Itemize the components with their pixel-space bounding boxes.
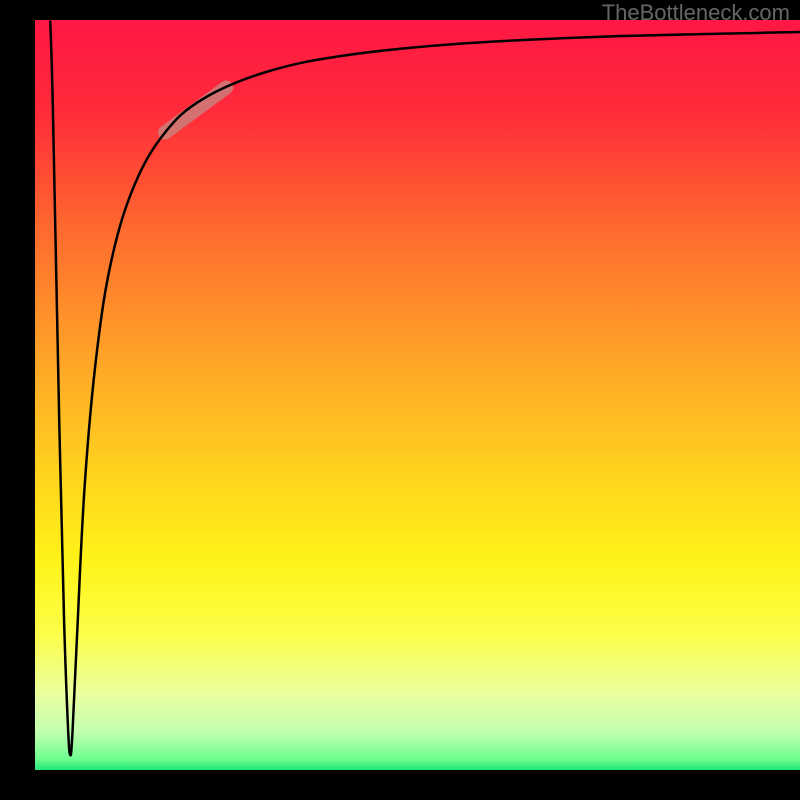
watermark-text: TheBottleneck.com	[602, 0, 790, 26]
chart-container: TheBottleneck.com	[0, 0, 800, 800]
curve-layer	[35, 20, 800, 770]
plot-area	[35, 20, 800, 770]
highlight-segment	[165, 88, 226, 133]
